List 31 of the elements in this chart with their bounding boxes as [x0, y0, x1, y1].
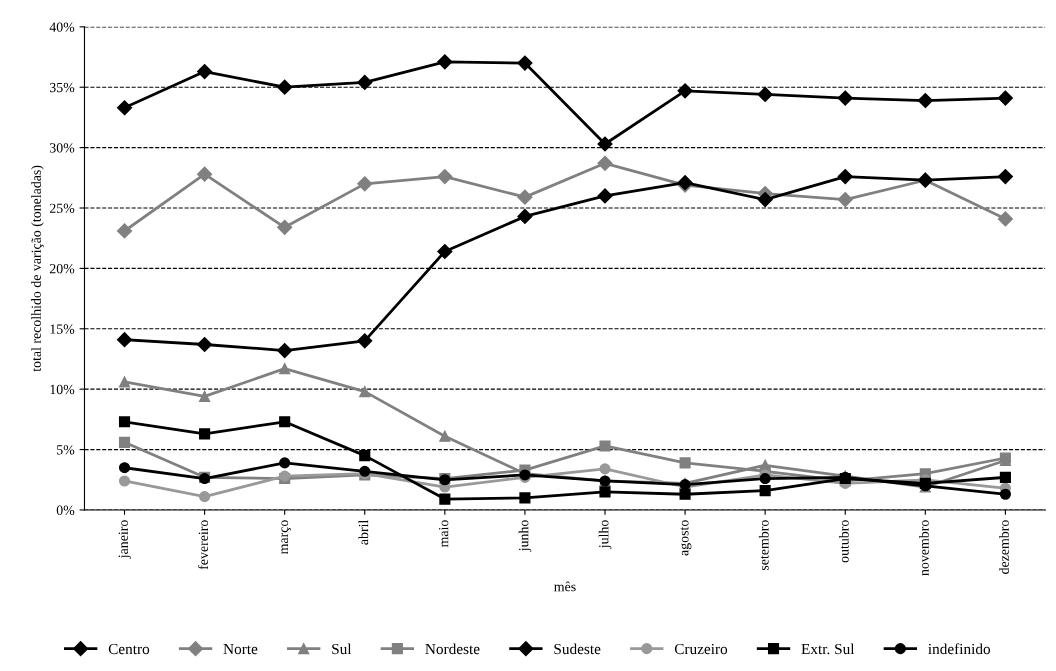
x-tick-label: maio — [438, 520, 449, 548]
legend-label: Cruzeiro — [674, 643, 728, 655]
legend-label: Sul — [332, 643, 352, 655]
x-tick-label: novembro — [919, 520, 929, 576]
y-tick-label: 0% — [56, 505, 75, 515]
y-tick-label: 5% — [57, 445, 75, 455]
y-tick-label: 20% — [49, 263, 75, 274]
x-axis-title: mês — [554, 581, 576, 592]
y-tick-label: 30% — [49, 143, 75, 153]
x-tick-label: abril — [358, 519, 369, 545]
y-tick-label: 10% — [50, 384, 75, 395]
x-tick-label: outubro — [838, 520, 849, 563]
y-tick-label: 40% — [49, 22, 75, 32]
y-tick-label: 25% — [49, 203, 75, 214]
x-tick-label: dezembro — [999, 520, 1009, 574]
legend-label: Extr. Sul — [801, 643, 855, 655]
x-tick-label: março — [281, 520, 291, 555]
x-tick-label: janeiro — [118, 520, 131, 559]
legend-label: Sudeste — [554, 643, 601, 655]
y-axis-title: total recolhido de varição (toneladas) — [31, 165, 44, 372]
legend-label: indefinido — [928, 643, 991, 655]
y-tick-label: 15% — [50, 324, 75, 334]
y-tick-label: 35% — [49, 82, 75, 93]
legend-label: Nordeste — [425, 643, 480, 655]
legend-label: Centro — [108, 643, 150, 655]
x-tick-label: agosto — [680, 520, 692, 556]
x-tick-label: fevereiro — [198, 520, 209, 570]
x-tick-label: junho — [518, 520, 532, 552]
x-tick-label: julho — [598, 520, 612, 549]
x-tick-label: setembro — [758, 520, 769, 571]
legend-label: Norte — [223, 643, 258, 655]
